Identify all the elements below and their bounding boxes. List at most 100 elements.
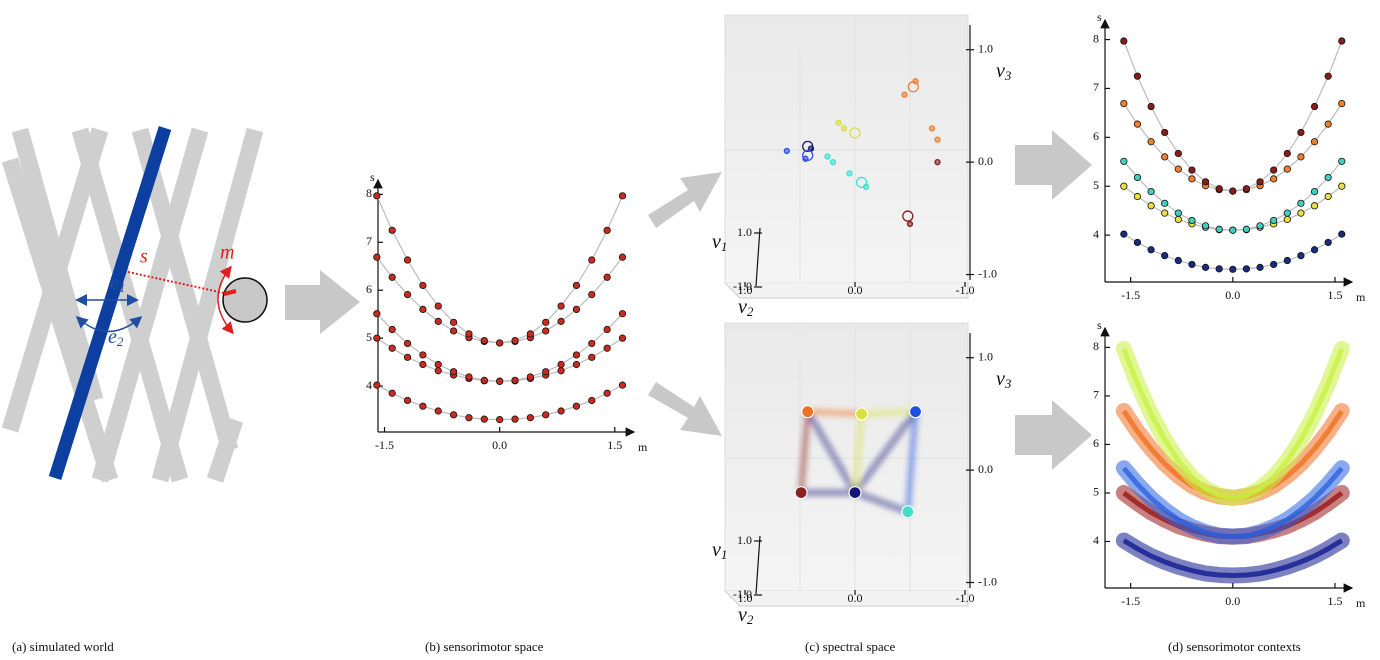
- point: [1324, 72, 1332, 80]
- edge: [852, 409, 918, 495]
- y-tick-label: 7: [1093, 80, 1099, 94]
- point: [1188, 166, 1196, 174]
- node: [794, 486, 808, 500]
- point: [419, 402, 427, 410]
- node: [901, 505, 915, 519]
- point: [1242, 185, 1251, 193]
- point: [846, 170, 853, 177]
- point: [783, 147, 790, 155]
- caption: (d) sensorimotor contexts: [1168, 639, 1301, 654]
- x-tick-label: 0.0: [848, 591, 863, 605]
- point: [1338, 157, 1346, 165]
- plot-box: [724, 14, 969, 284]
- x-axis-label-sub: 2: [747, 612, 754, 627]
- point: [906, 220, 914, 228]
- point: [1256, 222, 1264, 230]
- point: [557, 367, 565, 375]
- plot-box: [724, 322, 969, 592]
- x-tick-label: 0.0: [1225, 288, 1240, 302]
- point: [618, 253, 627, 261]
- band-core: [1121, 466, 1344, 540]
- point: [419, 351, 427, 359]
- point: [928, 125, 936, 132]
- y-axis-label: v3: [996, 60, 1012, 83]
- floor: [724, 590, 969, 607]
- point: [1229, 187, 1237, 195]
- point: [1270, 166, 1278, 174]
- point: [450, 327, 458, 335]
- point: [373, 253, 381, 261]
- y-tick-label: 5: [366, 330, 372, 344]
- s-label: s: [140, 246, 148, 268]
- point: [1297, 153, 1305, 161]
- agent: [222, 277, 268, 323]
- y-tick-label: 4: [366, 378, 372, 392]
- point: [1242, 225, 1251, 233]
- point: [835, 119, 842, 126]
- point: [934, 158, 941, 166]
- point: [1188, 260, 1196, 269]
- point: [1229, 226, 1237, 234]
- point: [603, 226, 611, 234]
- motor-arrow: [217, 265, 234, 335]
- point: [511, 336, 519, 345]
- point: [465, 330, 473, 338]
- point: [434, 317, 442, 325]
- arrow: [1015, 130, 1092, 200]
- z-axis-label: v1: [712, 231, 727, 254]
- point: [1310, 138, 1319, 146]
- point: [572, 281, 581, 290]
- point: [388, 273, 396, 281]
- point: [434, 367, 442, 375]
- y-tick-label: 8: [1093, 31, 1099, 45]
- point: [542, 368, 550, 376]
- point: [1188, 175, 1196, 183]
- point: [1310, 202, 1319, 210]
- point: [1161, 153, 1169, 161]
- y-axis-label: s: [370, 170, 375, 184]
- point: [1201, 222, 1210, 230]
- y-tick-label: 6: [1093, 129, 1099, 143]
- point: [542, 411, 550, 419]
- point: [588, 256, 596, 264]
- point: [902, 210, 914, 222]
- v1-axis: [755, 535, 761, 595]
- point: [603, 344, 611, 352]
- point: [1120, 100, 1128, 108]
- z-tick-label: 1.0: [737, 533, 752, 547]
- point: [1297, 252, 1305, 260]
- point: [855, 176, 868, 189]
- point: [373, 310, 381, 318]
- z-axis-label-sub: 1: [721, 547, 728, 562]
- y-axis-label: v3: [996, 368, 1012, 391]
- point: [557, 360, 565, 369]
- y-axis-label-sub: 3: [1004, 376, 1012, 391]
- y-tick-label: 8: [1093, 339, 1099, 353]
- point: [588, 339, 596, 348]
- point: [557, 317, 565, 325]
- edge: [798, 411, 811, 493]
- point: [1270, 216, 1278, 225]
- y-tick-label: 6: [1093, 436, 1099, 450]
- point: [1338, 37, 1346, 45]
- point: [588, 290, 596, 299]
- x-tick-label: 0.0: [492, 438, 507, 452]
- point: [1297, 209, 1305, 217]
- point: [419, 360, 427, 369]
- point: [1147, 188, 1155, 196]
- e1-symbol: e: [110, 272, 119, 294]
- point: [434, 302, 442, 310]
- arrow: [648, 172, 722, 228]
- y-tick-label: 5: [1093, 178, 1099, 192]
- point: [511, 415, 519, 423]
- e2-label: e2: [108, 326, 124, 349]
- point: [1324, 120, 1332, 128]
- y-tick-label: 0.0: [978, 462, 993, 476]
- point: [1174, 149, 1182, 158]
- point: [1188, 216, 1196, 225]
- x-tick-label: 1.0: [738, 283, 753, 297]
- point: [373, 192, 381, 200]
- curve-line: [1123, 233, 1343, 270]
- point: [862, 183, 870, 190]
- point: [1161, 252, 1169, 260]
